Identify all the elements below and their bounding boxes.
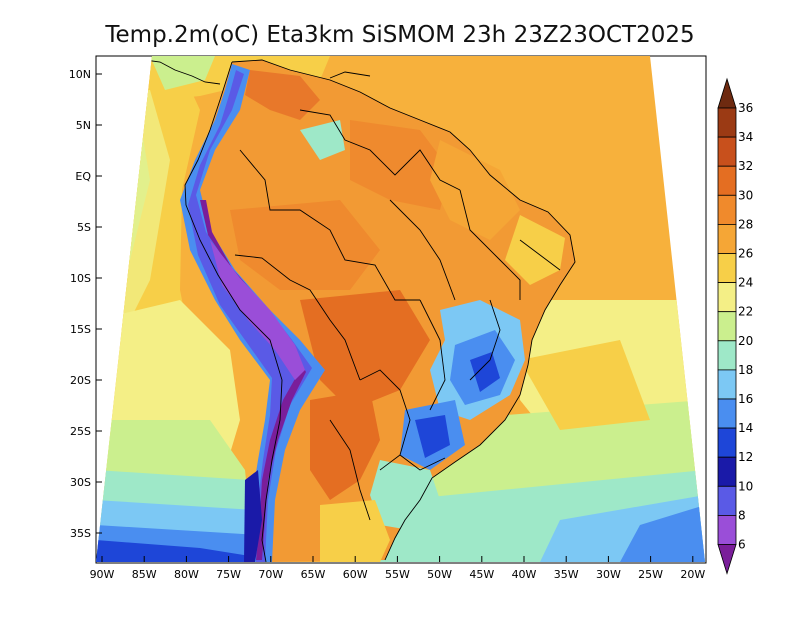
paraguay-border bbox=[359, 369, 411, 471]
lon-tick-label: 70W bbox=[258, 568, 283, 581]
southern-ocean-deepblue bbox=[96, 540, 250, 562]
lon-tick-label: 85W bbox=[132, 568, 157, 581]
colorbar-label: 30 bbox=[738, 188, 753, 202]
lat-tick-label: 5N bbox=[76, 119, 91, 132]
lon-tick-label: 55W bbox=[385, 568, 410, 581]
hot-chaco-patch bbox=[310, 390, 380, 500]
hot-guiana-patch bbox=[350, 120, 450, 210]
hot-amazon-patch bbox=[230, 200, 380, 290]
lat-tick-label: 15S bbox=[70, 323, 91, 336]
colorbar-label: 8 bbox=[738, 508, 746, 522]
colorbar-segment bbox=[717, 282, 737, 313]
rio-grande-border bbox=[399, 454, 446, 471]
lat-tick-label: 10N bbox=[69, 68, 91, 81]
venezuela-cool-patch bbox=[300, 120, 345, 160]
lon-tick-label: 30W bbox=[596, 568, 621, 581]
lat-tick-label: 30S bbox=[70, 476, 91, 489]
colorbar-label: 28 bbox=[738, 217, 753, 231]
colorbar-bottom-arrow bbox=[717, 544, 737, 575]
colorbar-label: 10 bbox=[738, 479, 753, 493]
colorbar-segment bbox=[717, 194, 737, 225]
atlantic-mild-patch bbox=[520, 340, 650, 430]
colorbar-label: 18 bbox=[738, 363, 753, 377]
latitude-axis: 10N 5N EQ 5S 10S 15S 20S 25S 30S 35S bbox=[69, 68, 102, 540]
altiplano-purple bbox=[210, 240, 305, 380]
colorbar-label: 36 bbox=[738, 101, 753, 115]
colorbar-segment bbox=[717, 311, 737, 342]
south-atlantic-blue bbox=[620, 505, 705, 562]
andes-coldest-ridge bbox=[200, 200, 306, 560]
amazon-border bbox=[239, 149, 420, 301]
colorbar-label: 6 bbox=[738, 538, 746, 552]
colorbar-segment bbox=[717, 340, 737, 371]
hot-central-patch bbox=[300, 290, 430, 410]
colorbar-segment bbox=[717, 223, 737, 254]
northeast-state-border bbox=[459, 189, 521, 300]
bahia-border bbox=[519, 239, 561, 271]
pacific-coastline bbox=[184, 61, 283, 562]
lat-tick-label: 25S bbox=[70, 425, 91, 438]
lon-tick-label: 75W bbox=[216, 568, 241, 581]
lon-tick-label: 60W bbox=[343, 568, 368, 581]
interior-state-border bbox=[419, 299, 446, 411]
northern-border bbox=[299, 109, 461, 191]
country-borders bbox=[144, 59, 576, 562]
longitude-axis: 90W 85W 80W 75W 70W 65W 60W 55W 50W 45W 40W 35W 30W 2… bbox=[90, 556, 705, 581]
caribbean-islands bbox=[329, 71, 371, 79]
colorbar-label: 14 bbox=[738, 421, 753, 435]
lon-tick-label: 35W bbox=[554, 568, 579, 581]
colorbar-segment bbox=[717, 369, 737, 400]
central-america-coast bbox=[144, 59, 221, 85]
lon-tick-label: 25W bbox=[638, 568, 663, 581]
colorbar-segment bbox=[717, 398, 737, 429]
lat-tick-label: 20S bbox=[70, 374, 91, 387]
lat-tick-label: 10S bbox=[70, 272, 91, 285]
lon-tick-label: 45W bbox=[469, 568, 494, 581]
colorbar: 36 34 32 30 28 26 24 22 20 18 16 14 12 10 8 6 bbox=[717, 77, 753, 575]
para-border bbox=[389, 199, 456, 301]
lon-tick-label: 80W bbox=[174, 568, 199, 581]
lon-tick-label: 40W bbox=[512, 568, 537, 581]
colorbar-segment bbox=[717, 253, 737, 284]
lat-tick-label: 35S bbox=[70, 527, 91, 540]
lon-tick-label: 50W bbox=[427, 568, 452, 581]
colorbar-label: 32 bbox=[738, 159, 753, 173]
argentina-mild-zone bbox=[320, 500, 390, 562]
lon-tick-label: 65W bbox=[301, 568, 326, 581]
uruguay-cool-zone bbox=[370, 460, 440, 530]
colorbar-label: 20 bbox=[738, 334, 753, 348]
southeast-coldest-core bbox=[470, 352, 500, 392]
south-brazil-coldest bbox=[415, 415, 450, 458]
temperature-field bbox=[96, 56, 705, 562]
lat-tick-label: 5S bbox=[77, 221, 91, 234]
colorbar-segment bbox=[717, 456, 737, 487]
colorbar-segment bbox=[717, 165, 737, 196]
colorbar-label: 24 bbox=[738, 276, 753, 290]
lon-tick-label: 90W bbox=[90, 568, 115, 581]
colorbar-segment bbox=[717, 107, 737, 138]
northeast-coast-patch bbox=[505, 215, 565, 285]
hot-north-patch bbox=[245, 70, 320, 120]
colorbar-label: 12 bbox=[738, 450, 753, 464]
argentina-border bbox=[329, 419, 371, 521]
northeast-mild-patch bbox=[430, 140, 520, 240]
colorbar-label: 22 bbox=[738, 305, 753, 319]
colorbar-segment bbox=[717, 515, 737, 545]
colorbar-segment bbox=[717, 136, 737, 167]
southern-andes-navy bbox=[244, 470, 262, 562]
lat-tick-label: EQ bbox=[75, 170, 91, 183]
colorbar-label: 26 bbox=[738, 247, 753, 261]
map-title: Temp.2m(oC) Eta3km SiSMOM 23h 23Z23OCT20… bbox=[104, 22, 694, 48]
peru-bolivia-border bbox=[234, 254, 361, 381]
colorbar-segment bbox=[717, 427, 737, 458]
colorbar-top-arrow bbox=[717, 77, 737, 109]
colorbar-label: 34 bbox=[738, 130, 753, 144]
colorbar-label: 16 bbox=[738, 392, 753, 406]
lon-tick-label: 20W bbox=[680, 568, 705, 581]
colorbar-segment bbox=[717, 485, 737, 516]
atlantic-coastline bbox=[231, 59, 576, 561]
minas-border bbox=[469, 299, 501, 381]
